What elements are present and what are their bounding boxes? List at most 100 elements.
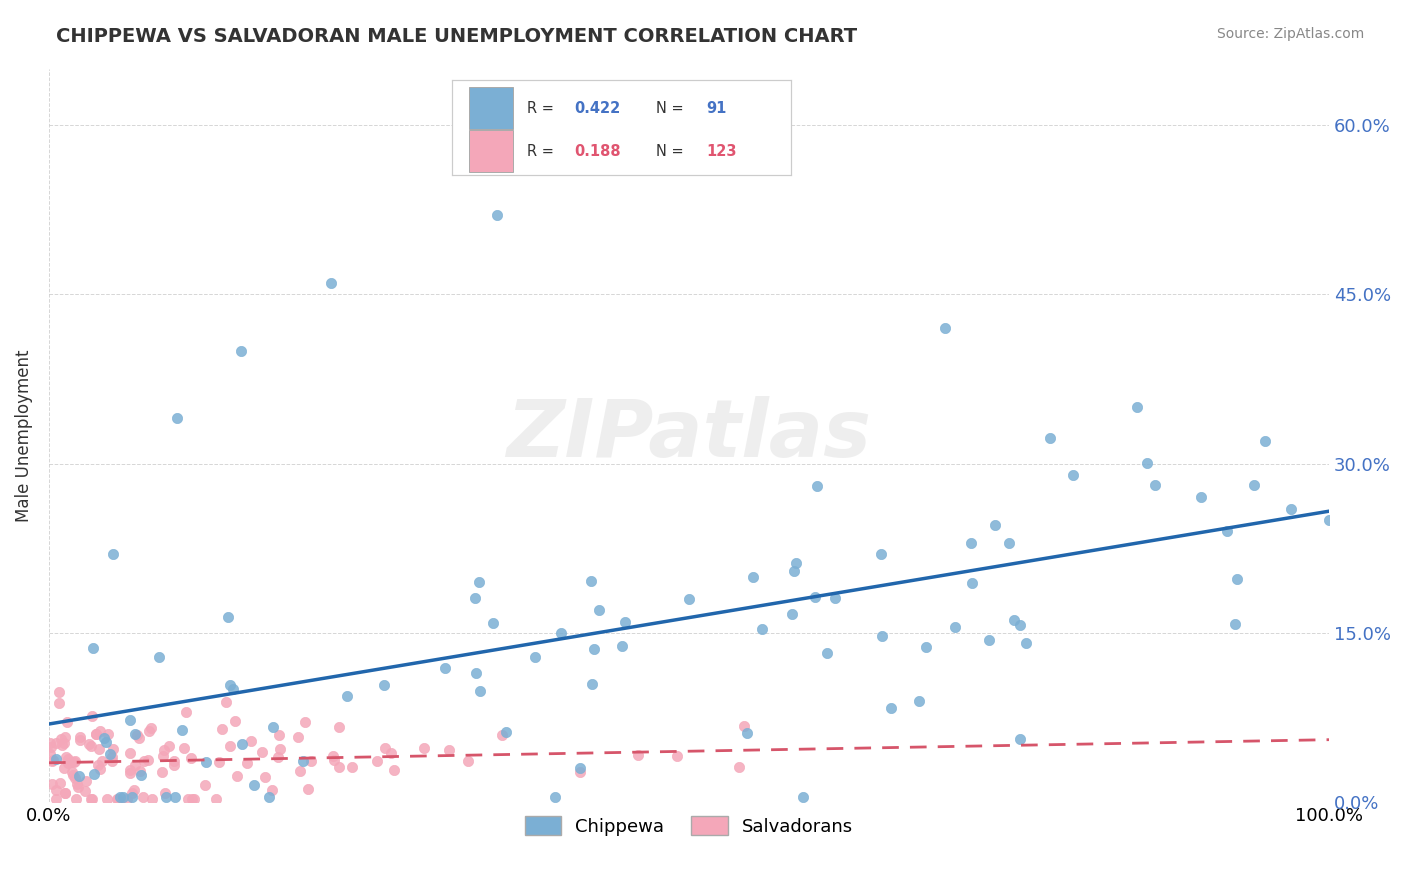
Point (55, 786, 77, 800)
Point (824, 591, 846, 605)
Point (51, 732, 73, 747)
Point (80, 792, 103, 806)
Point (194, 778, 217, 792)
Point (780, 607, 803, 621)
Point (75, 773, 97, 788)
Point (665, 749, 688, 764)
Point (815, 646, 838, 660)
Point (53, 736, 76, 750)
Point (45, 792, 67, 806)
Point (733, 719, 755, 733)
Point (87, 758, 110, 772)
Point (89, 724, 111, 739)
Point (1215, 524, 1237, 539)
Point (742, 569, 765, 583)
Point (253, 770, 276, 784)
Point (319, 276, 342, 290)
Point (49, 776, 72, 790)
Point (176, 792, 198, 806)
Point (127, 728, 149, 742)
Point (138, 724, 160, 739)
Point (523, 649, 546, 664)
Point (467, 574, 489, 589)
Point (231, 737, 253, 751)
Point (984, 518, 1007, 533)
Point (382, 763, 405, 777)
Point (252, 745, 274, 759)
Text: CHIPPEWA VS SALVADORAN MALE UNEMPLOYMENT CORRELATION CHART: CHIPPEWA VS SALVADORAN MALE UNEMPLOYMENT… (56, 27, 858, 45)
Point (1010, 617, 1032, 632)
Point (464, 591, 486, 605)
Point (287, 730, 309, 744)
Point (141, 792, 163, 806)
Point (132, 790, 155, 805)
Point (131, 767, 153, 781)
Point (1002, 613, 1025, 627)
Point (55, 750, 77, 764)
Point (152, 748, 174, 763)
Point (66, 777, 89, 791)
Point (262, 782, 284, 797)
Point (1225, 617, 1247, 632)
Point (804, 590, 827, 604)
Point (82, 640, 104, 655)
Point (39, 747, 62, 761)
Point (211, 723, 233, 737)
Point (51, 738, 73, 752)
Point (118, 746, 141, 760)
Point (174, 705, 197, 719)
Point (465, 665, 488, 680)
Point (226, 769, 249, 783)
Point (1136, 456, 1159, 470)
Point (150, 764, 173, 779)
Point (544, 789, 567, 804)
Point (128, 731, 150, 745)
Point (240, 733, 263, 747)
Point (915, 640, 938, 655)
Point (153, 786, 176, 800)
Point (101, 742, 124, 756)
Point (60, 755, 83, 769)
Point (583, 642, 606, 657)
Point (235, 756, 257, 770)
Point (41, 753, 63, 767)
Point (322, 753, 344, 767)
Point (134, 754, 156, 768)
Point (880, 700, 903, 714)
Point (118, 713, 141, 727)
Point (53, 786, 76, 800)
Point (728, 760, 751, 774)
Point (269, 742, 291, 756)
Point (62, 756, 84, 770)
Point (124, 758, 146, 772)
Point (457, 754, 479, 768)
Point (56, 715, 79, 730)
Point (735, 726, 758, 740)
Point (1317, 513, 1340, 527)
Point (267, 749, 290, 764)
Point (122, 783, 145, 797)
Point (66, 780, 89, 795)
Point (157, 739, 180, 754)
Point (259, 789, 281, 804)
Point (262, 720, 284, 734)
Point (111, 789, 134, 804)
Point (83, 767, 105, 781)
Point (56, 752, 79, 766)
Point (413, 740, 436, 755)
Point (224, 714, 246, 729)
Point (120, 766, 142, 780)
Point (614, 615, 637, 629)
Point (93, 731, 115, 746)
Point (437, 743, 460, 757)
Point (138, 754, 160, 768)
Point (751, 622, 773, 636)
Point (1226, 572, 1249, 586)
Point (229, 343, 252, 358)
Point (67, 769, 90, 783)
Point (170, 723, 193, 737)
Point (58, 756, 80, 770)
Point (569, 761, 592, 775)
Point (297, 782, 319, 797)
Point (98, 747, 121, 761)
